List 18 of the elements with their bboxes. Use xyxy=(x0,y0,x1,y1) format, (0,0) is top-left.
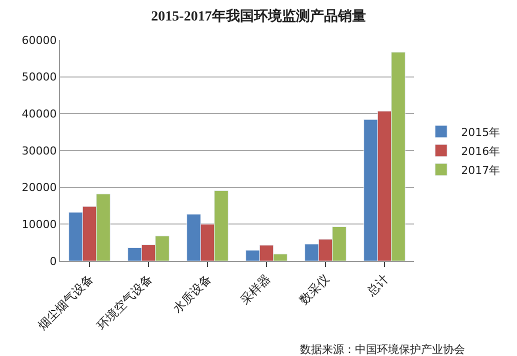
y-tick-label: 0 xyxy=(50,254,57,268)
y-tick-label: 40000 xyxy=(22,108,57,121)
y-tick-label: 60000 xyxy=(22,34,57,47)
y-tick-label: 20000 xyxy=(22,181,57,194)
x-tick-label: 总计 xyxy=(363,272,391,300)
x-tick-label: 水质设备 xyxy=(170,272,214,316)
chart-title: 2015-2017年我国环境监测产品销量 xyxy=(151,7,366,24)
x-tick-label: 采样器 xyxy=(238,272,273,308)
y-tick-label: 50000 xyxy=(22,70,57,84)
source-note: 数据来源：中国环境保护产业协会 xyxy=(300,343,465,356)
y-tick-label: 30000 xyxy=(22,144,57,158)
x-tick-label: 环境空气设备 xyxy=(94,272,155,333)
legend-label: 2015年 xyxy=(461,126,500,139)
legend-label: 2016年 xyxy=(461,144,500,158)
y-tick-label: 10000 xyxy=(22,218,57,232)
x-tick-label: 烟尘烟气设备 xyxy=(35,272,96,333)
legend-label: 2017年 xyxy=(461,164,500,177)
x-tick-label: 数采仪 xyxy=(296,272,332,308)
